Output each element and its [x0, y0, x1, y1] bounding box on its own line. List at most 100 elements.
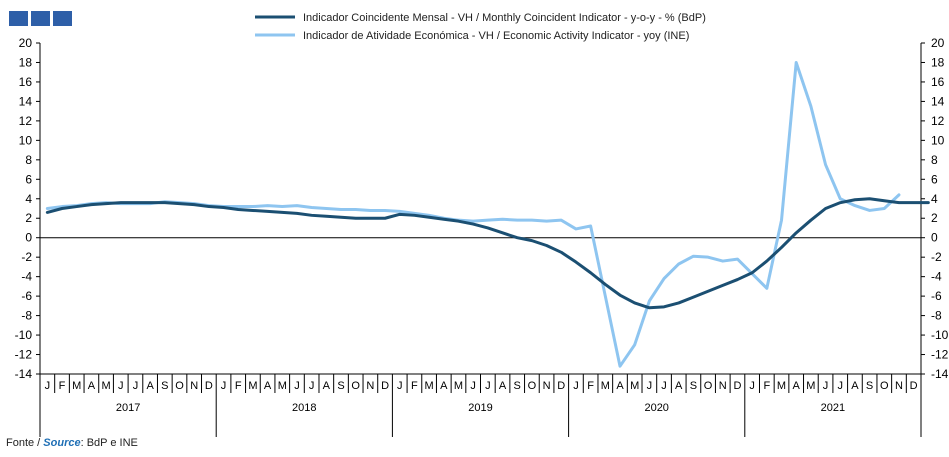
month-label: J: [133, 380, 139, 392]
right-tick-label: 4: [931, 192, 938, 206]
legend-label-ine: Indicador de Atividade Económica - VH / …: [303, 30, 689, 42]
month-label: A: [264, 380, 272, 392]
month-label: A: [675, 380, 683, 392]
right-tick-label: -10: [931, 328, 949, 342]
axes: [39, 43, 922, 375]
month-label: N: [366, 380, 374, 392]
month-label: N: [190, 380, 198, 392]
left-tick-label: 12: [19, 114, 33, 128]
left-tick-label: -14: [15, 367, 33, 381]
left-tick-label: -10: [15, 328, 33, 342]
month-label: M: [425, 380, 434, 392]
month-label: J: [294, 380, 300, 392]
month-label: A: [323, 380, 331, 392]
left-tick-label: -2: [21, 250, 32, 264]
month-label: A: [88, 380, 96, 392]
legend: Indicador Coincidente Mensal - VH / Mont…: [255, 12, 706, 42]
month-label: D: [733, 380, 741, 392]
month-label: F: [59, 380, 66, 392]
month-label: S: [690, 380, 697, 392]
month-label: S: [866, 380, 873, 392]
month-label: J: [221, 380, 227, 392]
left-tick-label: 14: [19, 94, 33, 108]
month-label: J: [573, 380, 579, 392]
month-label: D: [205, 380, 213, 392]
month-label: J: [309, 380, 315, 392]
month-label: A: [499, 380, 507, 392]
right-tick-label: -8: [931, 309, 942, 323]
month-label: A: [616, 380, 624, 392]
month-label: D: [557, 380, 565, 392]
right-tick-label: 20: [931, 36, 945, 50]
series-line-bdp: [45, 197, 930, 310]
logo-block-1: [9, 11, 28, 26]
source-prefix: Fonte /: [6, 437, 44, 449]
right-tick-label: 14: [931, 94, 945, 108]
left-tick-label: 20: [19, 36, 33, 50]
month-label: M: [72, 380, 81, 392]
month-label: O: [880, 380, 889, 392]
month-label: O: [528, 380, 537, 392]
legend-label-bdp: Indicador Coincidente Mensal - VH / Mont…: [303, 12, 706, 24]
month-label: F: [587, 380, 594, 392]
month-label: A: [793, 380, 801, 392]
month-label: J: [118, 380, 124, 392]
month-label: F: [763, 380, 770, 392]
month-label: N: [719, 380, 727, 392]
month-label: J: [749, 380, 755, 392]
left-tick-label: 0: [25, 231, 32, 245]
left-tick-label: 8: [25, 153, 32, 167]
source-note: Fonte / Source: BdP e INE: [6, 437, 138, 449]
series-lines: [45, 60, 930, 368]
year-label: 2018: [292, 402, 316, 414]
month-label: F: [411, 380, 418, 392]
left-tick-label: -6: [21, 289, 32, 303]
month-label: J: [397, 380, 403, 392]
left-tick-label: -4: [21, 270, 32, 284]
month-label: J: [45, 380, 51, 392]
logo-block-3: [53, 11, 72, 26]
month-label: N: [543, 380, 551, 392]
series-line-ine: [45, 60, 901, 368]
right-tick-label: -12: [931, 348, 949, 362]
source-word: Source: [43, 437, 81, 449]
year-label: 2019: [468, 402, 492, 414]
right-tick-label: 0: [931, 231, 938, 245]
month-label: S: [161, 380, 168, 392]
left-tick-label: -12: [15, 348, 33, 362]
month-label: O: [351, 380, 360, 392]
month-label: F: [235, 380, 242, 392]
right-tick-label: -2: [931, 250, 942, 264]
month-label: A: [851, 380, 859, 392]
right-tick-label: -4: [931, 270, 942, 284]
month-label: M: [454, 380, 463, 392]
month-label: M: [777, 380, 786, 392]
month-label: M: [248, 380, 257, 392]
left-tick-label: 6: [25, 172, 32, 186]
month-label: M: [101, 380, 110, 392]
month-label: S: [514, 380, 521, 392]
left-tick-label: 4: [25, 192, 32, 206]
month-label: J: [823, 380, 829, 392]
right-tick-label: 16: [931, 75, 945, 89]
right-tick-label: 18: [931, 55, 945, 69]
month-label: J: [485, 380, 491, 392]
month-label: N: [895, 380, 903, 392]
month-label: J: [647, 380, 653, 392]
month-label: J: [661, 380, 667, 392]
month-label: A: [440, 380, 448, 392]
right-tick-label: 10: [931, 133, 945, 147]
month-label: A: [146, 380, 154, 392]
month-label: M: [630, 380, 639, 392]
left-tick-label: -8: [21, 309, 32, 323]
left-tick-label: 2: [25, 211, 32, 225]
right-tick-label: 6: [931, 172, 938, 186]
month-label: J: [837, 380, 843, 392]
month-label: O: [175, 380, 184, 392]
logo-block-2: [31, 11, 50, 26]
month-label: M: [601, 380, 610, 392]
left-tick-label: 10: [19, 133, 33, 147]
